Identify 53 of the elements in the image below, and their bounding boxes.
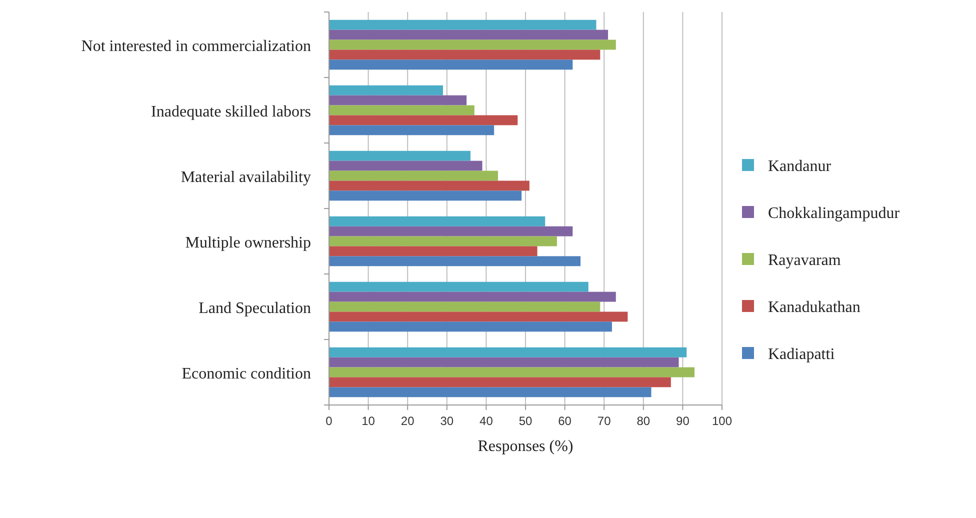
bar: [329, 150, 470, 161]
x-tick-label: 30: [440, 414, 454, 428]
y-tick-label: Land Speculation: [198, 300, 311, 317]
bar: [329, 246, 538, 256]
x-axis-title: Responses (%): [478, 438, 574, 455]
bar: [329, 292, 616, 302]
legend-label: Kadiapatti: [768, 346, 836, 363]
x-tick-label: 60: [558, 414, 572, 428]
bar: [329, 302, 600, 312]
legend-label: Chokkalingampudur: [768, 205, 900, 222]
bar: [329, 85, 443, 96]
bar: [329, 322, 612, 332]
bar: [329, 115, 518, 126]
bar: [329, 282, 588, 292]
bar: [329, 170, 498, 181]
x-tick-label: 0: [326, 414, 333, 428]
y-tick-label: Inadequate skilled labors: [151, 103, 311, 120]
bar: [329, 216, 546, 226]
x-tick-label: 100: [712, 414, 732, 428]
y-tick-label: Not interested in commercialization: [81, 38, 311, 55]
bar: [329, 256, 581, 266]
x-tick-label: 80: [636, 414, 650, 428]
bar: [329, 60, 573, 70]
bar: [329, 387, 652, 398]
bar: [329, 190, 522, 201]
bar: [329, 347, 687, 358]
legend-label: Rayavaram: [768, 252, 842, 269]
x-tick-label: 90: [676, 414, 690, 428]
x-tick-label: 70: [597, 414, 612, 428]
bar: [329, 40, 616, 50]
bar: [329, 226, 573, 236]
x-tick-label: 20: [400, 414, 415, 428]
x-tick-label: 40: [480, 414, 494, 428]
y-tick-label: Multiple ownership: [185, 234, 311, 252]
bar: [329, 312, 628, 322]
bar: [329, 125, 494, 136]
bar: [329, 236, 557, 246]
bar: [329, 95, 467, 106]
bar: [329, 160, 482, 171]
bar: [329, 105, 474, 116]
bar: [329, 20, 596, 30]
bar: [329, 50, 600, 60]
x-tick-label: 50: [518, 414, 532, 428]
legend-label: Kanadukathan: [768, 299, 860, 316]
bar: [329, 30, 608, 40]
y-tick-label: Material availability: [180, 168, 311, 186]
bar: [329, 357, 679, 368]
bar: [329, 377, 671, 388]
y-tick-label: Economic condition: [182, 365, 311, 382]
legend-label: Kandanur: [768, 158, 832, 175]
bar: [329, 367, 694, 378]
x-tick-label: 10: [362, 414, 376, 428]
bar: [329, 180, 530, 191]
